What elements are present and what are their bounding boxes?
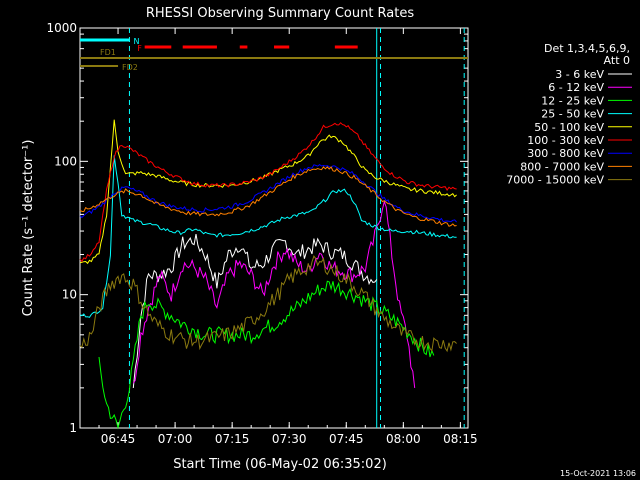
y-tick-label: 1000 (46, 21, 77, 35)
x-tick-label: 07:30 (272, 432, 307, 446)
series-line (79, 119, 457, 265)
series-line (79, 155, 457, 318)
x-tick-label: 08:15 (443, 432, 478, 446)
series-line (79, 166, 457, 227)
series-line (132, 200, 416, 388)
legend-header: Att 0 (604, 54, 630, 67)
y-tick-label: 10 (62, 288, 77, 302)
series-line (98, 280, 435, 430)
legend-entry-label: 300 - 800 keV (527, 147, 604, 160)
flag-label: FD2 (122, 63, 138, 72)
timestamp-label: 15-Oct-2021 13:06 (560, 469, 636, 478)
x-axis-label: Start Time (06-May-02 06:35:02) (173, 457, 387, 472)
x-tick-label: 06:45 (101, 432, 136, 446)
legend-entry-label: 12 - 25 keV (541, 94, 604, 107)
plot-frame (79, 27, 469, 429)
plot-area: 06:45 07:00 07:15 07:30 07:45 08:00 08:15 1 10 10… (46, 21, 477, 446)
chart-title: RHESSI Observing Summary Count Rates (146, 6, 415, 21)
series-line (79, 255, 457, 353)
y-tick-label: 1 (69, 421, 77, 435)
legend-entry-label: 3 - 6 keV (555, 68, 604, 81)
flag-label: FD1 (100, 48, 116, 57)
legend-entry-label: 50 - 100 keV (534, 121, 604, 134)
y-axis-label: Count Rate (s⁻¹ detector⁻¹) (21, 140, 36, 317)
x-tick-label: 07:45 (329, 432, 364, 446)
series-line (79, 163, 457, 223)
y-tick-label: 100 (54, 154, 77, 168)
x-tick-label: 07:00 (158, 432, 193, 446)
legend-entry-label: 800 - 7000 keV (520, 160, 604, 173)
x-tick-label: 08:00 (386, 432, 421, 446)
legend-header: Det 1,3,4,5,6,9, (544, 42, 630, 55)
legend-entry-label: 25 - 50 keV (541, 108, 604, 121)
legend-entry-label: 100 - 300 keV (527, 134, 604, 147)
legend-entry-label: 6 - 12 keV (548, 81, 604, 94)
flag-label: N (133, 37, 139, 46)
flag-label: F (137, 44, 142, 53)
series-line (132, 234, 378, 389)
legend-entry-label: 7000 - 15000 keV (506, 174, 604, 187)
x-tick-label: 07:15 (215, 432, 250, 446)
series-line (79, 122, 457, 263)
